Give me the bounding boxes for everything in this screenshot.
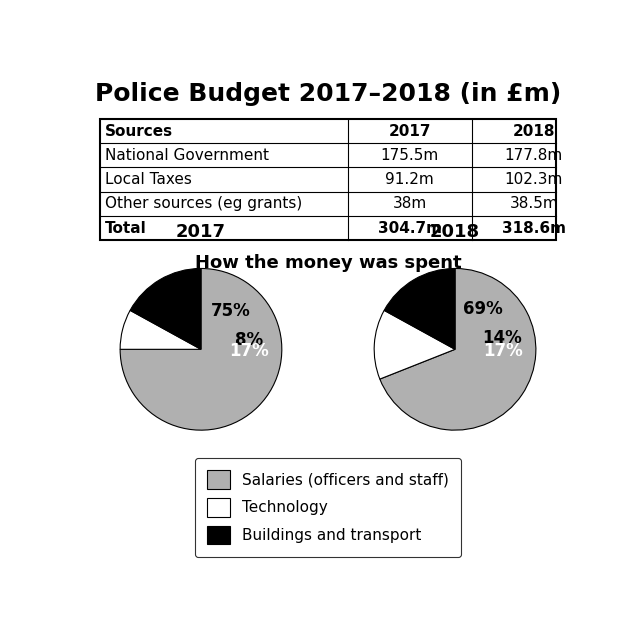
Text: National Government: National Government <box>105 148 269 162</box>
Wedge shape <box>130 269 201 349</box>
Text: Other sources (eg grants): Other sources (eg grants) <box>105 196 302 211</box>
Text: 17%: 17% <box>230 342 269 359</box>
Text: 177.8m: 177.8m <box>505 148 563 162</box>
Wedge shape <box>384 269 455 349</box>
Title: 2017: 2017 <box>176 223 226 241</box>
Text: 2018: 2018 <box>513 124 555 139</box>
Text: 38.5m: 38.5m <box>509 196 558 211</box>
FancyBboxPatch shape <box>100 119 556 240</box>
Text: 75%: 75% <box>211 302 250 320</box>
Text: 14%: 14% <box>482 329 522 347</box>
Text: Sources: Sources <box>105 124 173 139</box>
Text: 2017: 2017 <box>388 124 431 139</box>
Text: 17%: 17% <box>484 342 524 359</box>
Text: Police Budget 2017–2018 (in £m): Police Budget 2017–2018 (in £m) <box>95 82 561 106</box>
Legend: Salaries (officers and staff), Technology, Buildings and transport: Salaries (officers and staff), Technolog… <box>195 458 461 557</box>
Wedge shape <box>120 269 282 430</box>
Text: How the money was spent: How the money was spent <box>195 254 461 272</box>
Wedge shape <box>380 269 536 430</box>
Text: Total: Total <box>105 221 147 236</box>
Wedge shape <box>374 311 455 379</box>
Text: 318.6m: 318.6m <box>502 221 566 236</box>
Text: 69%: 69% <box>463 301 502 318</box>
Text: 38m: 38m <box>393 196 427 211</box>
Text: 102.3m: 102.3m <box>505 172 563 187</box>
Text: Local Taxes: Local Taxes <box>105 172 191 187</box>
Text: 91.2m: 91.2m <box>385 172 434 187</box>
Text: 304.7m: 304.7m <box>378 221 442 236</box>
Wedge shape <box>120 311 201 349</box>
Title: 2018: 2018 <box>430 223 480 241</box>
Text: 175.5m: 175.5m <box>381 148 439 162</box>
Text: 8%: 8% <box>234 331 262 349</box>
